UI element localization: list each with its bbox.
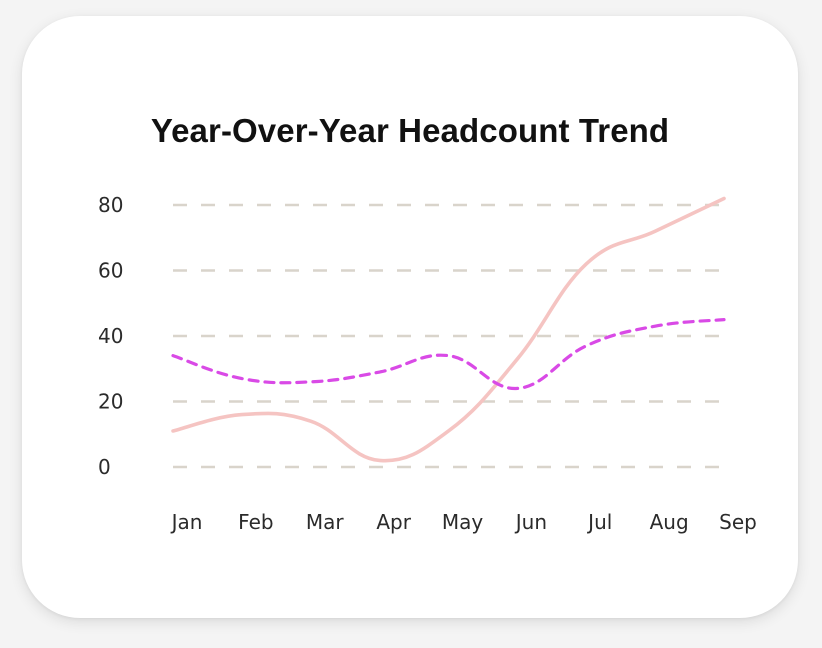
x-tick-label: Mar: [306, 510, 345, 534]
x-tick-label: Sep: [719, 510, 757, 534]
y-tick-label: 80: [98, 193, 123, 217]
y-tick-label: 60: [98, 259, 123, 283]
series-line-2: [171, 318, 726, 391]
chart-title: Year-Over-Year Headcount Trend: [150, 112, 670, 149]
x-tick-label: Jul: [586, 510, 612, 534]
grid-lines: [173, 203, 724, 469]
x-tick-label: Jun: [514, 510, 547, 534]
x-tick-label: May: [442, 510, 484, 534]
y-axis-ticks: 0 20 40 60 80: [98, 193, 123, 479]
y-tick-label: 0: [98, 455, 111, 479]
x-tick-label: Feb: [238, 510, 273, 534]
series-lines: [171, 196, 726, 463]
series-line-1: [171, 196, 726, 463]
x-tick-label: Aug: [650, 510, 689, 534]
x-axis-ticks: Jan Feb Mar Apr May Jun Jul Aug Sep: [170, 510, 757, 534]
y-tick-label: 40: [98, 324, 123, 348]
chart-card: Year-Over-Year Headcount Trend: [22, 16, 798, 618]
y-tick-label: 20: [98, 390, 123, 414]
x-tick-label: Apr: [376, 510, 411, 534]
x-tick-label: Jan: [170, 510, 203, 534]
